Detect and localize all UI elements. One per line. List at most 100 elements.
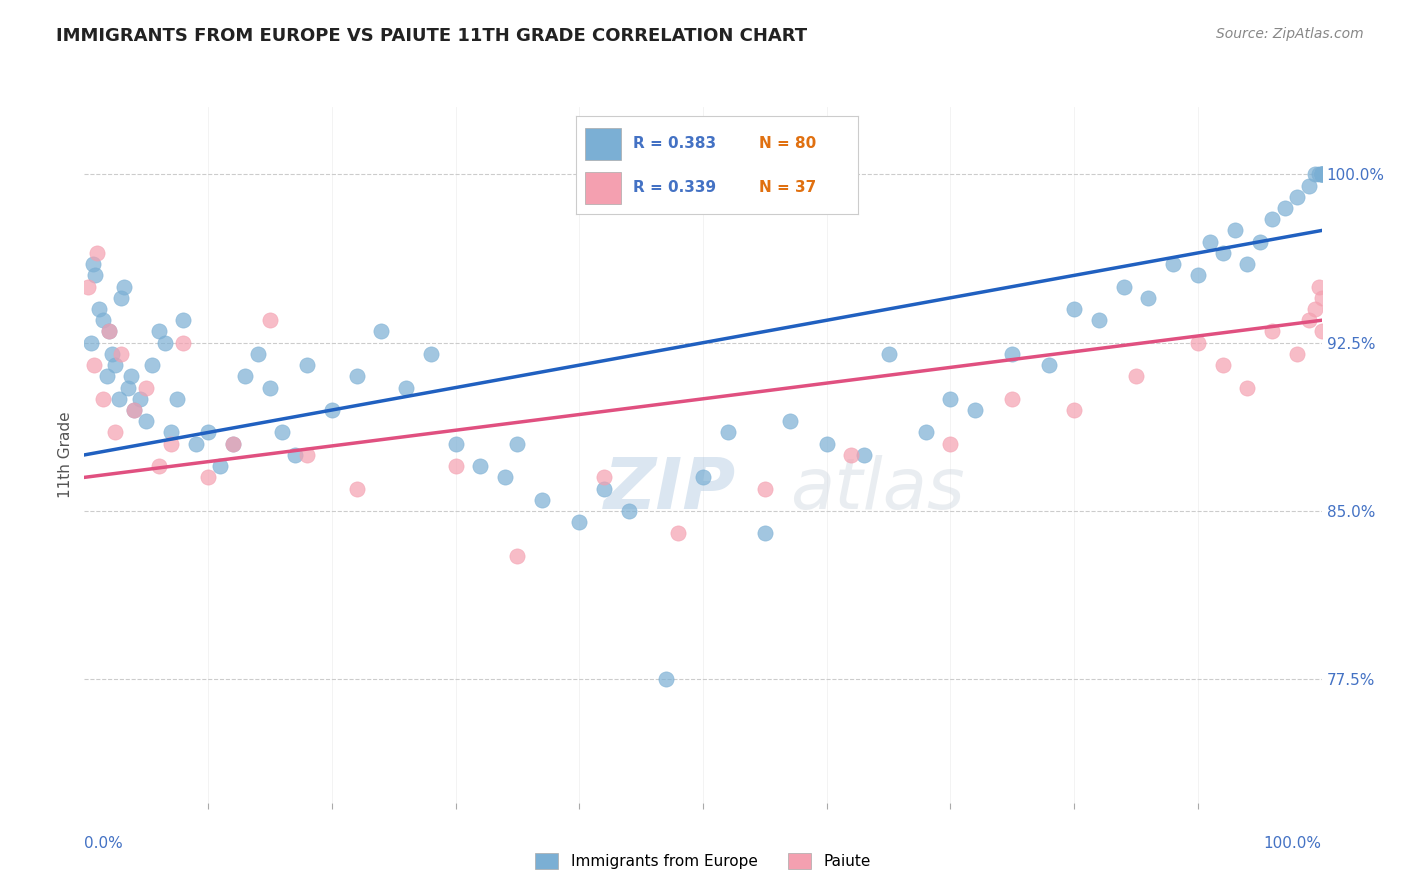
Point: [531, 492, 554, 507]
Point: [98, 325, 121, 339]
Point: [100, 347, 122, 361]
Point: [91, 392, 114, 406]
Point: [259, 313, 281, 327]
Point: [1236, 257, 1258, 271]
Point: [135, 381, 157, 395]
Point: [1125, 369, 1147, 384]
Point: [295, 358, 318, 372]
Point: [914, 425, 936, 440]
Point: [655, 673, 678, 687]
Point: [939, 392, 962, 406]
Point: [1236, 381, 1258, 395]
Text: R = 0.383: R = 0.383: [633, 136, 716, 151]
Point: [1001, 347, 1024, 361]
Point: [120, 369, 142, 384]
FancyBboxPatch shape: [585, 172, 621, 204]
FancyBboxPatch shape: [585, 128, 621, 161]
Point: [108, 392, 131, 406]
Point: [104, 358, 127, 372]
Point: [129, 392, 152, 406]
Point: [754, 482, 776, 496]
Point: [209, 459, 232, 474]
Point: [1298, 178, 1320, 193]
Point: [1285, 347, 1308, 361]
Point: [1310, 167, 1333, 181]
Y-axis label: 11th Grade: 11th Grade: [58, 411, 73, 499]
Point: [1310, 167, 1333, 181]
Text: ZIP: ZIP: [605, 455, 737, 524]
Point: [1249, 235, 1271, 249]
Point: [666, 526, 689, 541]
Point: [939, 436, 962, 450]
Point: [153, 335, 176, 350]
Point: [470, 459, 492, 474]
Point: [160, 425, 183, 440]
Point: [965, 403, 987, 417]
Point: [877, 347, 900, 361]
Point: [246, 347, 269, 361]
Point: [717, 425, 740, 440]
Point: [815, 436, 838, 450]
Text: 100.0%: 100.0%: [1264, 837, 1322, 852]
Legend: Immigrants from Europe, Paiute: Immigrants from Europe, Paiute: [529, 847, 877, 875]
Point: [754, 526, 776, 541]
Point: [1223, 223, 1246, 237]
Point: [1310, 167, 1333, 181]
Point: [222, 436, 245, 450]
Point: [1137, 291, 1160, 305]
Point: [1285, 190, 1308, 204]
Point: [82, 257, 104, 271]
Point: [395, 381, 418, 395]
Point: [506, 549, 529, 563]
Point: [1274, 201, 1296, 215]
Point: [98, 325, 121, 339]
Point: [271, 425, 294, 440]
Point: [841, 448, 863, 462]
Point: [79, 335, 101, 350]
Point: [184, 436, 207, 450]
Point: [1305, 167, 1327, 181]
Point: [1063, 301, 1085, 316]
Point: [1308, 279, 1330, 293]
Point: [166, 392, 188, 406]
Point: [1063, 403, 1085, 417]
Point: [1310, 167, 1333, 181]
Point: [222, 436, 245, 450]
Point: [284, 448, 307, 462]
Point: [1038, 358, 1060, 372]
Point: [1212, 358, 1234, 372]
Point: [1310, 291, 1333, 305]
Point: [295, 448, 318, 462]
Text: 0.0%: 0.0%: [84, 837, 124, 852]
Point: [321, 403, 343, 417]
Point: [160, 436, 183, 450]
Point: [122, 403, 145, 417]
Text: Source: ZipAtlas.com: Source: ZipAtlas.com: [1216, 27, 1364, 41]
Point: [494, 470, 516, 484]
Point: [346, 369, 368, 384]
Point: [444, 436, 467, 450]
Point: [135, 414, 157, 428]
Text: IMMIGRANTS FROM EUROPE VS PAIUTE 11TH GRADE CORRELATION CHART: IMMIGRANTS FROM EUROPE VS PAIUTE 11TH GR…: [56, 27, 807, 45]
Point: [148, 325, 170, 339]
Point: [593, 482, 616, 496]
Point: [110, 347, 132, 361]
Point: [568, 515, 591, 529]
Point: [117, 381, 139, 395]
Point: [1112, 279, 1135, 293]
Point: [86, 246, 108, 260]
Point: [370, 325, 392, 339]
Point: [1305, 301, 1327, 316]
Point: [1310, 325, 1333, 339]
Point: [852, 448, 875, 462]
Point: [112, 279, 135, 293]
Point: [77, 279, 100, 293]
Point: [506, 436, 529, 450]
Point: [122, 403, 145, 417]
Point: [172, 335, 194, 350]
Point: [1187, 335, 1209, 350]
Point: [779, 414, 801, 428]
Text: atlas: atlas: [790, 455, 965, 524]
Point: [1199, 235, 1222, 249]
Point: [346, 482, 368, 496]
